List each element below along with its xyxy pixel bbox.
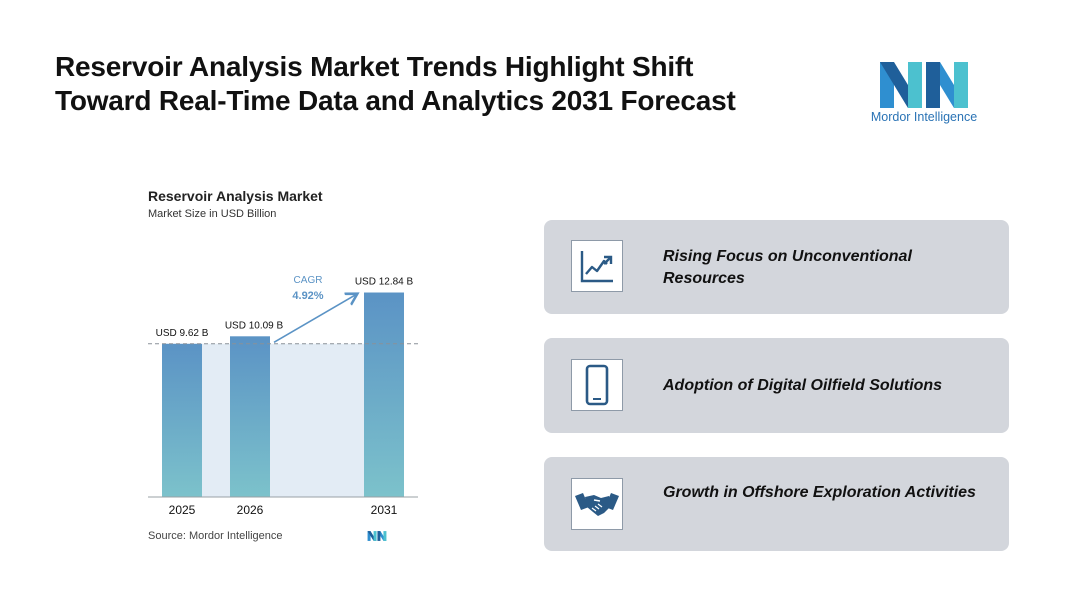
data-label-2026: USD 10.09 B — [225, 320, 284, 331]
cagr-value: 4.92% — [292, 290, 323, 302]
bar-2025 — [162, 344, 202, 497]
handshake-icon — [571, 478, 623, 530]
trend-label: Growth in Offshore Exploration Activitie… — [663, 482, 983, 504]
trend-card-digital-oilfield: Adoption of Digital Oilfield Solutions — [544, 338, 1009, 433]
trend-card-offshore-exploration: Growth in Offshore Exploration Activitie… — [544, 457, 1009, 551]
bar-2026 — [230, 336, 270, 497]
x-tick-2026: 2026 — [237, 503, 264, 517]
chart-title: Reservoir Analysis Market — [148, 188, 323, 204]
line-chart-icon — [571, 240, 623, 292]
trend-label: Adoption of Digital Oilfield Solutions — [663, 375, 983, 397]
x-tick-2025: 2025 — [169, 503, 196, 517]
page-title: Reservoir Analysis Market Trends Highlig… — [55, 50, 835, 118]
bar-2031 — [364, 293, 404, 497]
x-tick-2031: 2031 — [371, 503, 398, 517]
title-line-2: Toward Real-Time Data and Analytics 2031… — [55, 84, 835, 118]
trend-label: Rising Focus on Unconventional Resources — [663, 246, 983, 290]
chart-source: Source: Mordor Intelligence — [148, 530, 283, 542]
cagr-label: CAGR — [294, 275, 323, 286]
smartphone-icon — [571, 359, 623, 411]
mordor-logo: Mordor Intelligence — [868, 60, 980, 130]
mini-logo-icon — [365, 529, 389, 543]
title-line-1: Reservoir Analysis Market Trends Highlig… — [55, 50, 835, 84]
logo-text: Mordor Intelligence — [868, 110, 980, 124]
data-label-2025: USD 9.62 B — [156, 328, 209, 339]
bar-chart: USD 9.62 B USD 10.09 B USD 12.84 B 2025 2026… — [140, 255, 430, 520]
chart-subtitle: Market Size in USD Billion — [148, 208, 276, 220]
mordor-logo-mark-icon — [868, 60, 980, 110]
trend-card-unconventional-resources: Rising Focus on Unconventional Resources — [544, 220, 1009, 314]
data-label-2031: USD 12.84 B — [355, 277, 414, 288]
